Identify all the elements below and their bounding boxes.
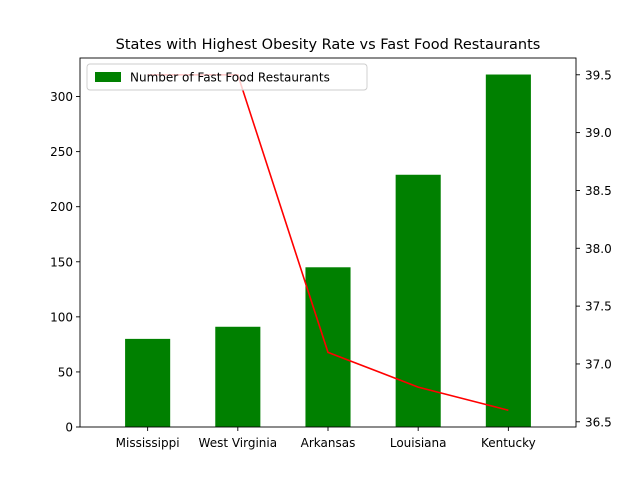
legend: Number of Fast Food Restaurants (86, 63, 368, 91)
left-tick-label: 250 (50, 145, 73, 159)
left-tick-label: 200 (50, 200, 73, 214)
x-tick-label: Mississippi (116, 436, 180, 450)
bar-louisiana (395, 174, 441, 427)
right-tick-label: 37.5 (585, 300, 612, 314)
right-tick-label: 37.0 (585, 357, 612, 371)
axes-layer: 0 50 100 150 200 250 300 36.5 37.0 37.5 38.0 38.5 39… (50, 57, 612, 450)
left-tick-label: 300 (50, 90, 73, 104)
x-tick-label: Arkansas (301, 436, 356, 450)
right-tick-label: 38.5 (585, 184, 612, 198)
right-tick-label: 36.5 (585, 415, 612, 429)
bars-layer (125, 74, 531, 427)
bar-west-virginia (215, 326, 261, 427)
right-tick-label: 39.5 (585, 68, 612, 82)
chart-title: States with Highest Obesity Rate vs Fast… (116, 37, 541, 53)
x-tick-label: Kentucky (481, 436, 536, 450)
legend-swatch (95, 72, 121, 82)
bar-arkansas (305, 267, 351, 427)
left-tick-label: 0 (65, 421, 73, 435)
legend-box (86, 63, 368, 91)
x-tick-label: Louisiana (390, 436, 447, 450)
left-tick-label: 50 (58, 365, 73, 379)
bar-kentucky (485, 74, 531, 427)
x-tick-label: West Virginia (199, 436, 278, 450)
left-tick-label: 150 (50, 255, 73, 269)
legend-label: Number of Fast Food Restaurants (130, 71, 330, 85)
right-tick-label: 38.0 (585, 242, 612, 256)
bar-mississippi (125, 338, 171, 427)
right-tick-label: 39.0 (585, 126, 612, 140)
left-tick-label: 100 (50, 310, 73, 324)
